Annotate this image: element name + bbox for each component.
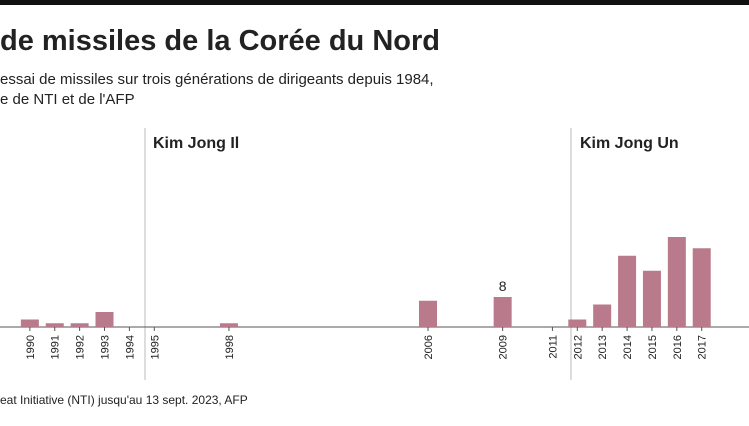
- annotation: Kim Jong Un: [580, 135, 679, 152]
- x-tick-label: 2011: [547, 335, 559, 359]
- subtitle: e de NTI et de l'AFP: [0, 91, 135, 108]
- x-tick-label: 1990: [25, 335, 37, 359]
- data-label: 8: [499, 278, 507, 294]
- chart-title: de missiles de la Corée du Nord: [0, 25, 440, 57]
- x-tick-label: 1992: [75, 335, 87, 359]
- bar: [70, 323, 89, 327]
- bar: [692, 248, 711, 327]
- bar: [642, 270, 661, 327]
- x-tick-label: 1991: [50, 335, 62, 359]
- bar: [618, 255, 637, 327]
- bar: [419, 300, 437, 327]
- bar: [568, 319, 587, 327]
- x-tick-label: 2014: [622, 335, 634, 359]
- annotation: Kim Jong Il: [153, 135, 239, 152]
- bar: [219, 323, 238, 327]
- x-tick-label: 2016: [672, 335, 684, 359]
- bar: [95, 312, 114, 327]
- x-tick-label: 1994: [124, 335, 136, 359]
- x-tick-label: 1993: [100, 335, 112, 359]
- bar: [667, 237, 686, 327]
- x-tick-label: 2009: [498, 335, 510, 359]
- x-tick-label: 2012: [572, 335, 584, 359]
- subtitle: essai de missiles sur trois générations …: [0, 71, 434, 88]
- x-tick-label: 2017: [697, 335, 709, 359]
- x-tick-label: 2015: [647, 335, 659, 359]
- x-tick-label: 1995: [149, 335, 161, 359]
- top-bar: [0, 0, 749, 5]
- bar: [20, 319, 39, 327]
- bar: [493, 297, 512, 327]
- bar: [593, 304, 612, 327]
- bar: [45, 323, 64, 327]
- x-tick-label: 1998: [224, 335, 236, 359]
- x-tick-label: 2006: [423, 335, 435, 359]
- source: eat Initiative (NTI) jusqu'au 13 sept. 2…: [0, 393, 248, 407]
- x-tick-label: 2013: [597, 335, 609, 359]
